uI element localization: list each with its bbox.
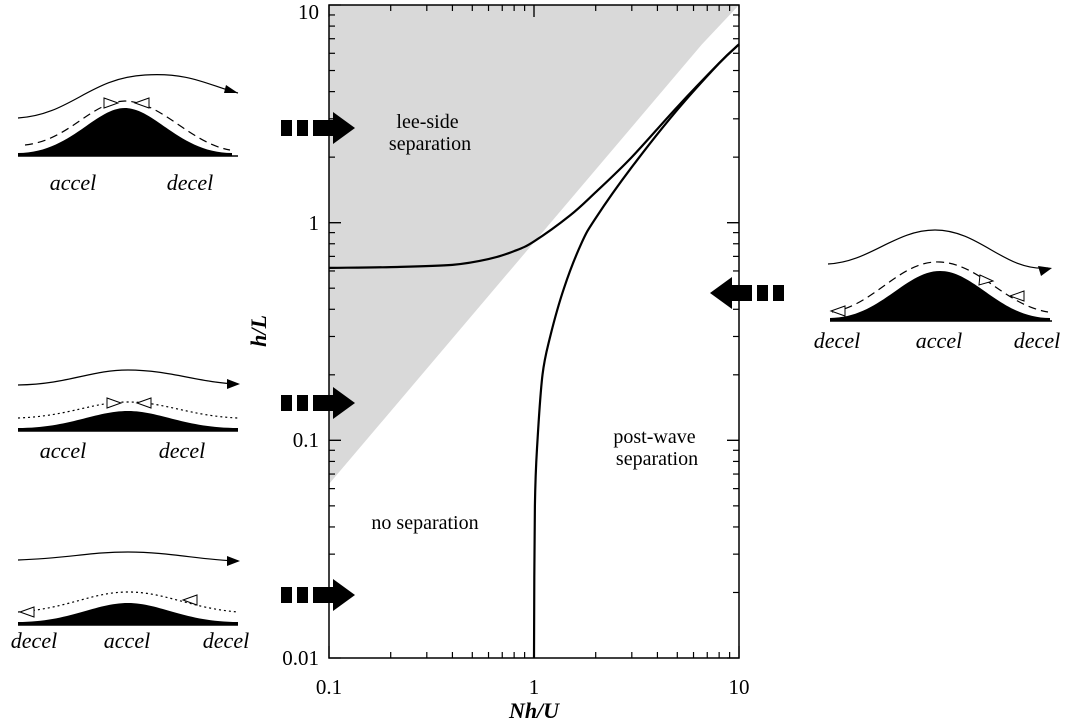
flow-label-decel: decel	[203, 628, 249, 653]
flow-label-decel: decel	[159, 438, 205, 463]
streamline-arrowhead	[227, 556, 240, 566]
open-arrowhead	[135, 397, 152, 409]
region-label-no-separation: no separation	[371, 512, 478, 534]
y-tick-label: 0.1	[293, 428, 319, 452]
region-label-line: lee-side	[396, 111, 458, 133]
open-arrowhead	[1008, 290, 1025, 302]
dotted-streamline	[17, 401, 239, 419]
dashed-arrow-left	[710, 277, 784, 309]
x-tick-label: 10	[729, 675, 750, 699]
streamline-arrowhead	[227, 379, 240, 389]
x-tick-label: 1	[529, 675, 540, 699]
flow-schematic-lee-side: accel decel	[17, 73, 239, 195]
streamline	[17, 551, 239, 562]
separation-boundary-upper	[328, 43, 740, 269]
y-tick-label: 0.01	[282, 646, 319, 670]
separation-boundary-lower	[532, 43, 740, 659]
streamline	[827, 229, 1049, 269]
region-label-line: separation	[616, 448, 698, 470]
flow-schematic-post-wave: decel accel decel	[814, 229, 1060, 353]
open-arrowhead	[18, 606, 35, 618]
hill	[830, 271, 1050, 321]
dashed-streamline	[831, 261, 1049, 313]
hill	[18, 411, 238, 431]
flow-label-accel: accel	[916, 328, 962, 353]
flow-label-accel: accel	[50, 170, 96, 195]
open-arrowhead	[133, 97, 150, 109]
open-arrowhead	[103, 97, 120, 109]
flow-label-decel: decel	[814, 328, 860, 353]
streamline-arrowhead	[1038, 266, 1052, 276]
plot-area	[328, 4, 740, 659]
region-label-line: post-wave	[613, 426, 695, 448]
flow-label-accel: accel	[40, 438, 86, 463]
flow-schematic-no-separation-mid: accel decel	[17, 369, 240, 463]
open-arrowhead	[106, 397, 123, 409]
axis-ticks	[328, 4, 740, 659]
y-axis-title: h/L	[246, 315, 271, 347]
region-label-lee-side: lee-side separation	[389, 111, 471, 155]
x-tick-label: 0.1	[316, 675, 342, 699]
streamline	[17, 369, 239, 386]
open-arrowhead	[181, 594, 198, 606]
flow-label-accel: accel	[104, 628, 150, 653]
y-tick-label: 1	[309, 211, 320, 235]
flow-label-decel: decel	[1014, 328, 1060, 353]
streamline-arrowhead	[224, 85, 238, 93]
region-label-line: separation	[389, 133, 471, 155]
hill	[18, 603, 238, 625]
streamline	[17, 73, 239, 119]
flow-label-decel: decel	[167, 170, 213, 195]
dotted-streamline	[17, 591, 239, 613]
open-arrowhead	[829, 305, 846, 317]
x-axis-title: Nh/U	[508, 698, 560, 723]
dashed-streamline	[24, 100, 231, 151]
dashed-arrow-right	[281, 112, 355, 144]
lee-side-separation-region	[329, 5, 739, 484]
flow-label-decel: decel	[11, 628, 57, 653]
hill	[18, 108, 232, 156]
y-tick-label: 10	[298, 0, 319, 24]
dashed-arrow-right	[281, 579, 355, 611]
open-arrowhead	[978, 274, 995, 286]
region-label-post-wave: post-wave separation	[613, 426, 700, 470]
dashed-arrow-right	[281, 387, 355, 419]
flow-schematic-no-separation-low: decel accel decel	[11, 551, 249, 653]
